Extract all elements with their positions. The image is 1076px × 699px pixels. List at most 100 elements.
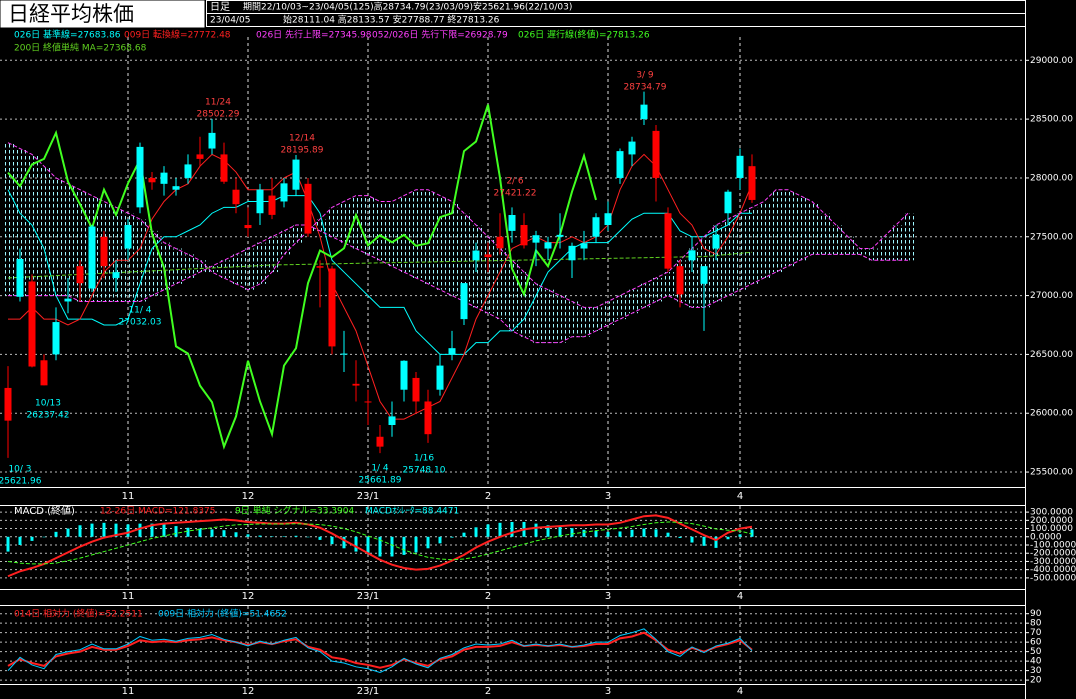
x-tick-label: 2 — [485, 591, 491, 602]
x-tick-label: 4 — [737, 491, 743, 502]
annotation-price: 25748.10 — [403, 466, 446, 476]
candle-body — [364, 401, 372, 403]
cloud-segment — [734, 213, 746, 290]
histogram-bar — [606, 531, 610, 537]
histogram-bar — [726, 536, 730, 540]
pane-title: MACD (終値) — [14, 504, 75, 517]
cloud-segment — [806, 201, 818, 255]
series-line — [7, 514, 753, 578]
x-tick-label: 2 — [485, 686, 491, 697]
legend-entry: 009日 相対力 (終値)=51.4652 — [158, 608, 287, 620]
y-tick-label: 50 — [1030, 647, 1042, 657]
x-tick-label: 4 — [737, 686, 743, 697]
candle-body — [52, 322, 60, 355]
candle-body — [568, 245, 576, 261]
candle-body — [340, 353, 348, 355]
candle-body — [304, 183, 312, 234]
candle-body — [112, 272, 120, 278]
candle-body — [508, 215, 516, 231]
histogram-bar — [186, 527, 190, 537]
candle-body — [712, 234, 720, 249]
annotation-price: 28502.29 — [197, 110, 240, 120]
candle-body — [640, 104, 648, 120]
candle-body — [436, 365, 444, 390]
series-line — [7, 104, 597, 450]
histogram-bar — [630, 529, 634, 537]
histogram-bar — [162, 524, 166, 537]
candle-body — [520, 225, 528, 246]
cloud-segment — [230, 254, 242, 284]
histogram-bar — [42, 536, 46, 538]
histogram-bar — [198, 528, 202, 537]
cloud-segment — [218, 260, 230, 278]
candle-body — [544, 242, 552, 249]
legend-entry: 052/026日 先行下限=26928.79 — [372, 29, 508, 41]
candle-body — [376, 436, 384, 447]
histogram-bar — [30, 536, 34, 541]
histogram-bar — [18, 536, 22, 545]
candle-body — [604, 213, 612, 225]
histogram-bar — [594, 530, 598, 537]
histogram-bar — [690, 536, 694, 543]
cloud-segment — [662, 272, 674, 296]
x-tick-label: 23/1 — [357, 491, 379, 502]
cloud-segment — [590, 307, 602, 331]
y-tick-label: 300.0000 — [1030, 508, 1073, 518]
series-line — [8, 224, 908, 344]
histogram-bar — [438, 536, 442, 544]
cloud-segment — [170, 248, 182, 284]
annotation-date: 12/14 — [289, 134, 315, 144]
cloud-segment — [290, 225, 302, 243]
candle-body — [148, 177, 156, 183]
cloud-segment — [854, 248, 866, 255]
y-tick-label: -500.0000 — [1030, 573, 1076, 583]
x-tick-label: 11 — [122, 491, 135, 502]
cloud-segment — [902, 213, 914, 261]
cloud-segment — [758, 201, 770, 278]
histogram-bar — [294, 535, 298, 537]
y-tick-label: 27000.00 — [1030, 291, 1073, 301]
histogram-bar — [558, 526, 562, 537]
histogram-bar — [750, 529, 754, 537]
x-tick-label: 3 — [605, 686, 611, 697]
candle-body — [160, 172, 168, 184]
cloud-segment — [566, 301, 578, 337]
candle-body — [268, 195, 276, 215]
y-tick-label: 27500.00 — [1030, 232, 1073, 242]
annotation-date: 1/16 — [414, 454, 434, 464]
cloud-segment — [182, 254, 194, 278]
histogram-bar — [582, 529, 586, 537]
x-tick-label: 23/1 — [357, 686, 379, 697]
histogram-bar — [510, 521, 514, 537]
histogram-bar — [666, 532, 670, 537]
candle-body — [676, 266, 684, 295]
annotation-date: 11/ 4 — [128, 306, 151, 316]
cloud-segment — [266, 236, 278, 273]
candle-body — [124, 225, 132, 249]
candle-body — [244, 225, 252, 229]
cloud-segment — [866, 248, 878, 261]
y-tick-label: 100.0000 — [1030, 524, 1073, 534]
histogram-bar — [414, 536, 418, 553]
series-line — [7, 189, 752, 355]
candle-body — [496, 236, 504, 249]
x-tick-label: 12 — [242, 686, 255, 697]
x-tick-label: 2 — [485, 491, 491, 502]
x-tick-label: 3 — [605, 491, 611, 502]
cloud-segment — [374, 201, 386, 261]
histogram-bar — [546, 525, 550, 537]
candle-body — [724, 191, 732, 214]
series-line — [7, 631, 753, 669]
y-tick-label: 28500.00 — [1030, 115, 1073, 125]
histogram-bar — [330, 536, 334, 545]
histogram-bar — [126, 524, 130, 537]
candle-body — [64, 298, 72, 302]
histogram-bar — [390, 536, 394, 557]
legend-entry: 014日 相対力 (終値)=52.2511 — [14, 608, 143, 620]
cloud-segment — [326, 207, 338, 237]
cloud-segment — [278, 230, 290, 255]
series-line — [7, 628, 753, 674]
candle-body — [280, 183, 288, 202]
